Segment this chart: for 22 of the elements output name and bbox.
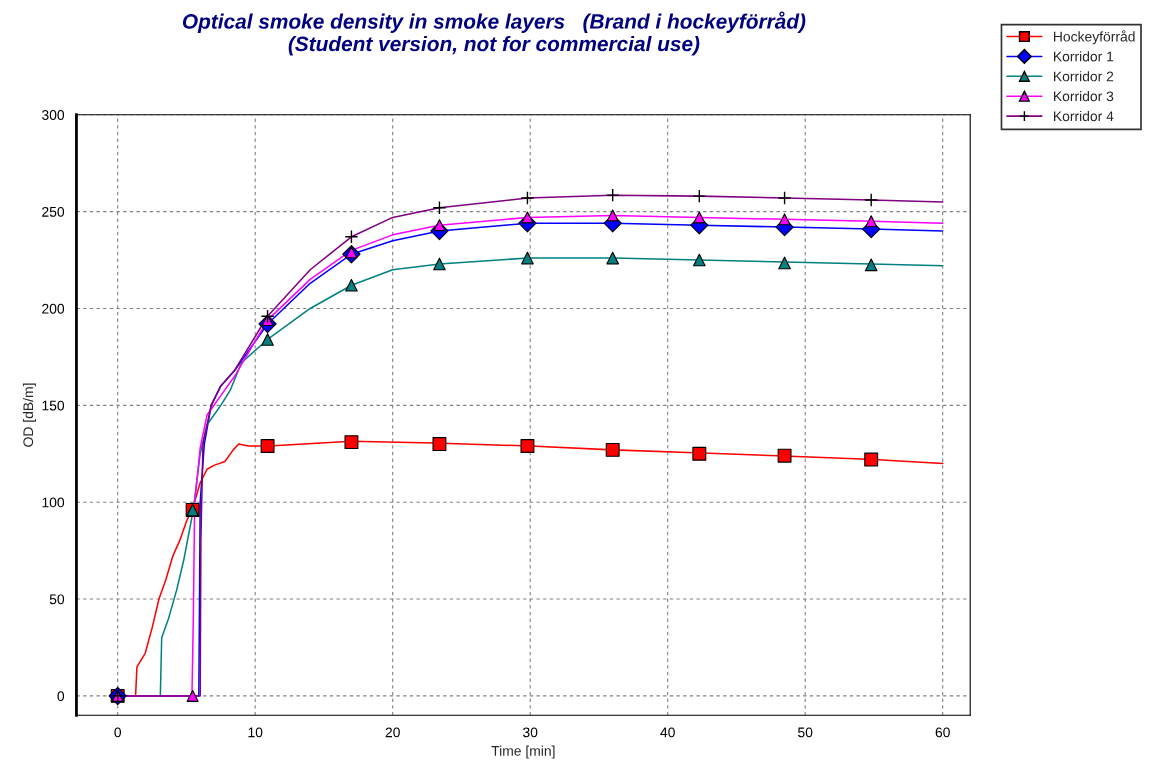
- x-axis-title: Time [min]: [491, 745, 555, 759]
- y-tick-label: 250: [42, 206, 65, 217]
- x-tick-label: 60: [935, 727, 950, 738]
- x-tick-label: 40: [660, 727, 675, 738]
- y-tick-label: 300: [41, 110, 65, 120]
- legend-label: Korridor 1: [1054, 51, 1114, 62]
- x-tick-label: 0: [114, 727, 122, 738]
- x-tick-label: 50: [798, 727, 813, 738]
- legend-label: Korridor 2: [1054, 71, 1114, 82]
- y-tick-label: 100: [42, 497, 65, 508]
- legend-label: Hockeyförråd: [1054, 30, 1135, 45]
- y-tick-label: 50: [49, 594, 65, 605]
- y-axis-title: OD [dB/m]: [22, 383, 36, 447]
- x-tick-label: 20: [385, 727, 400, 738]
- chart-title: Optical smoke density in smoke layers (Brand i hockeyförråd) (Student version, not for commercial use): [182, 11, 806, 56]
- y-tick-label: 150: [42, 400, 65, 411]
- x-tick-label: 10: [248, 727, 263, 738]
- y-tick-label: 200: [42, 303, 65, 314]
- legend-label: Korridor 4: [1054, 110, 1114, 122]
- legend-label: Korridor 3: [1054, 91, 1114, 102]
- x-tick-label: 30: [523, 727, 538, 738]
- y-tick-label: 0: [57, 691, 65, 702]
